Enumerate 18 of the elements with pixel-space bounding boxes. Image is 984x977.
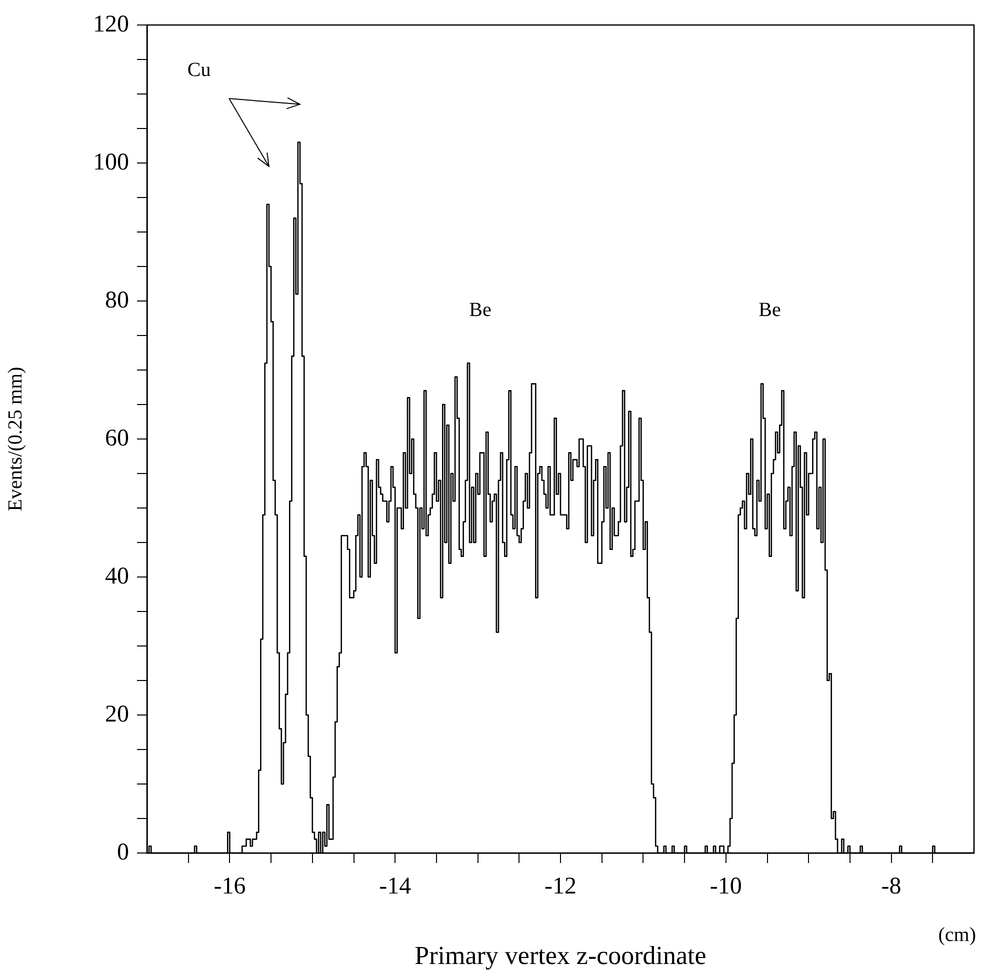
x-tick-label: -12 (544, 874, 576, 900)
y-tick-label: 0 (117, 839, 129, 866)
annotation: Cu (187, 58, 211, 81)
y-tick-label: 100 (93, 149, 129, 176)
y-tick-label: 80 (105, 287, 129, 314)
y-axis-title: Events/(0.25 mm) (4, 366, 26, 512)
annotation: Be (469, 298, 492, 321)
y-tick-label: 20 (105, 701, 129, 728)
x-tick-label: -10 (710, 874, 742, 900)
x-tick-label: -14 (379, 874, 412, 900)
y-tick-label: 120 (93, 11, 129, 38)
text: (cm) (938, 924, 976, 947)
annotation: Be (758, 298, 781, 321)
x-axis-title: Primary vertex z-coordinate (414, 941, 706, 970)
y-tick-label: 60 (105, 425, 129, 452)
x-tick-label: -16 (214, 874, 246, 900)
x-tick-label: -8 (881, 874, 902, 900)
y-tick-label: 40 (105, 563, 129, 590)
